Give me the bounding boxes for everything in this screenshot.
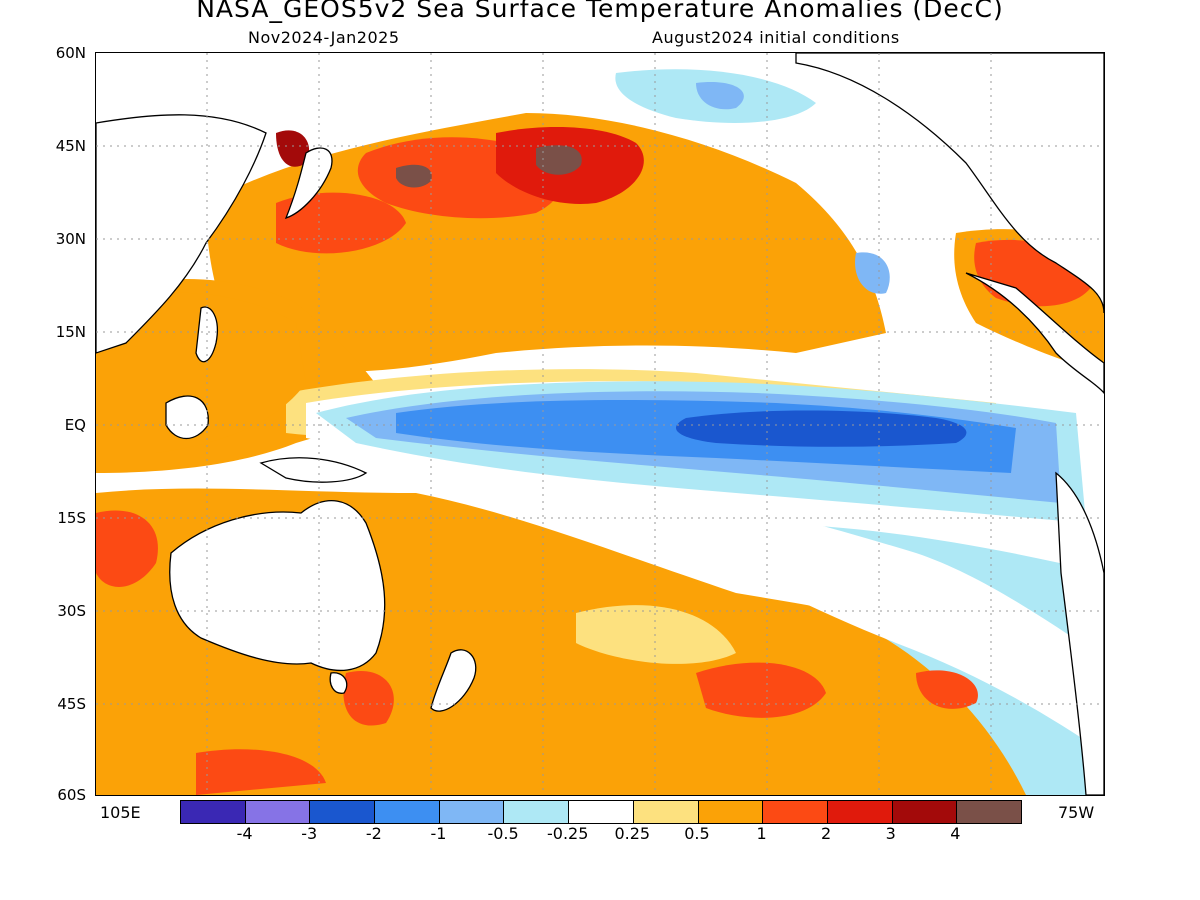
map-title: NASA_GEOS5v2 Sea Surface Temperature Ano… [196,0,1004,23]
legend-swatch [827,801,893,823]
japan [284,147,333,220]
asia-coast [96,114,267,354]
hot-spot-south-3 [343,671,394,726]
legend-swatch [245,801,311,823]
anomaly-fields [96,69,1104,795]
legend-label: 1 [756,824,767,843]
lat-label-30n: 30N [55,230,86,248]
legend-label: 4 [950,824,961,843]
landmasses [96,53,1104,795]
legend-label: -4 [236,824,253,843]
hot-spot-japan [276,130,310,167]
hot-spot-south-2 [96,510,158,587]
sst-anomaly-map [95,52,1105,796]
legend-swatch [892,801,958,823]
legend-label: 2 [821,824,832,843]
legend-swatch [375,801,440,823]
new-guinea [259,457,368,483]
legend-label: -1 [430,824,447,843]
lat-label-45n: 45N [55,137,86,155]
legend-label: -2 [365,824,382,843]
lat-label-15n: 15N [55,323,86,341]
lat-label-30s: 30S [57,602,86,620]
cold-tongue-core [676,410,967,447]
lat-label-15s: 15S [57,509,86,527]
north-america [795,53,1104,314]
legend-swatch [504,801,570,823]
neutral-band-east [616,493,1104,753]
hot-spot-north-5 [276,192,406,254]
legend-swatch [763,801,828,823]
legend-swatch [310,801,376,823]
lon-label-right: 75W [1058,803,1095,822]
legend-label: -0.5 [487,824,519,843]
borneo [165,395,209,440]
hot-spot-north-3 [536,145,582,175]
initial-conditions: August2024 initial conditions [652,28,900,47]
cool-patch-ne [696,82,744,110]
warm-pool-west [96,292,306,453]
lat-label-45s: 45S [57,695,86,713]
lon-label-left: 105E [100,803,141,822]
map-canvas [96,53,1104,795]
hot-spot-south-4 [196,749,326,795]
forecast-period: Nov2024-Jan2025 [248,28,400,47]
legend-swatch [957,801,1021,823]
hot-spot-south-5 [916,670,978,709]
lat-label-eq: EQ [64,416,86,434]
new-zealand [430,649,477,712]
australia [169,500,386,672]
legend-label: -3 [301,824,318,843]
legend-swatch [569,801,634,823]
legend-swatch [439,801,505,823]
legend-label: 0.25 [614,824,651,843]
hot-spot-south-1 [696,662,826,718]
hot-spot-north-4 [396,164,432,188]
legend-swatch [633,801,699,823]
legend-swatch [181,801,246,823]
yellow-south-east [576,605,736,664]
central-america [965,272,1104,395]
legend-swatch [698,801,764,823]
lat-label-60s: 60S [57,786,86,804]
south-america [1055,471,1104,795]
legend-label: 0.5 [684,824,710,843]
legend-label: -0.25 [546,824,589,843]
lat-label-60n: 60N [55,44,86,62]
cool-coast-mexico [855,252,890,294]
color-legend [180,800,1022,824]
tasmania [329,672,348,694]
legend-label: 3 [885,824,896,843]
graticule [96,53,1104,795]
